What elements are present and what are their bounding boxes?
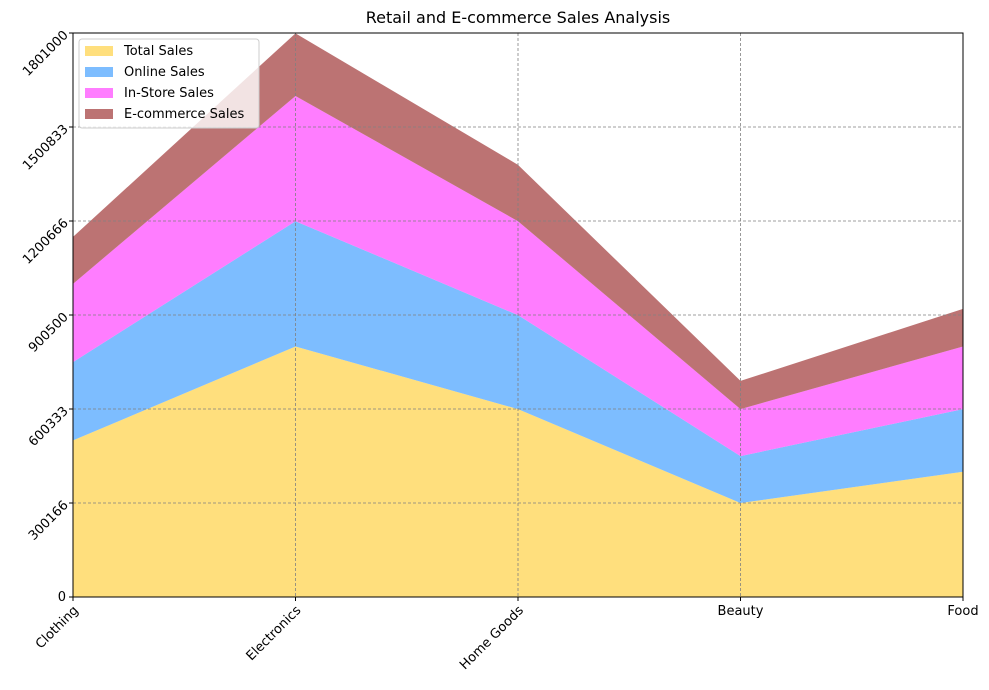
y-tick-label-6: 1801000 xyxy=(20,28,72,80)
legend-swatch-3 xyxy=(85,109,113,119)
legend-swatch-1 xyxy=(85,67,113,77)
area-series-1 xyxy=(73,221,963,504)
y-tick-label-2: 600333 xyxy=(26,404,72,450)
legend: Total Sales Online Sales In-Store Sales E-c… xyxy=(78,38,260,129)
x-tick-label-4: Food xyxy=(947,604,978,619)
legend-label-3: E-commerce Sales xyxy=(124,107,244,122)
legend-swatch-2 xyxy=(85,88,113,98)
legend-swatch-0 xyxy=(85,46,113,56)
x-tick-label-0: Clothing xyxy=(33,603,82,652)
legend-label-2: In-Store Sales xyxy=(124,86,214,101)
x-tick-label-2: Home Goods xyxy=(457,603,527,673)
y-tick-label-1: 300166 xyxy=(26,498,72,544)
y-tick-label-3: 900500 xyxy=(26,310,72,356)
legend-box xyxy=(78,38,260,129)
legend-label-0: Total Sales xyxy=(123,44,193,59)
y-tick-label-5: 1500833 xyxy=(20,122,72,174)
x-tick-label-1: Electronics xyxy=(244,603,305,664)
y-tick-label-4: 1200666 xyxy=(20,216,72,268)
chart-title: Retail and E-commerce Sales Analysis xyxy=(366,8,671,27)
y-tick-label-0: 0 xyxy=(58,590,66,605)
x-tick-label-3: Beauty xyxy=(718,604,764,619)
legend-label-1: Online Sales xyxy=(124,65,205,80)
